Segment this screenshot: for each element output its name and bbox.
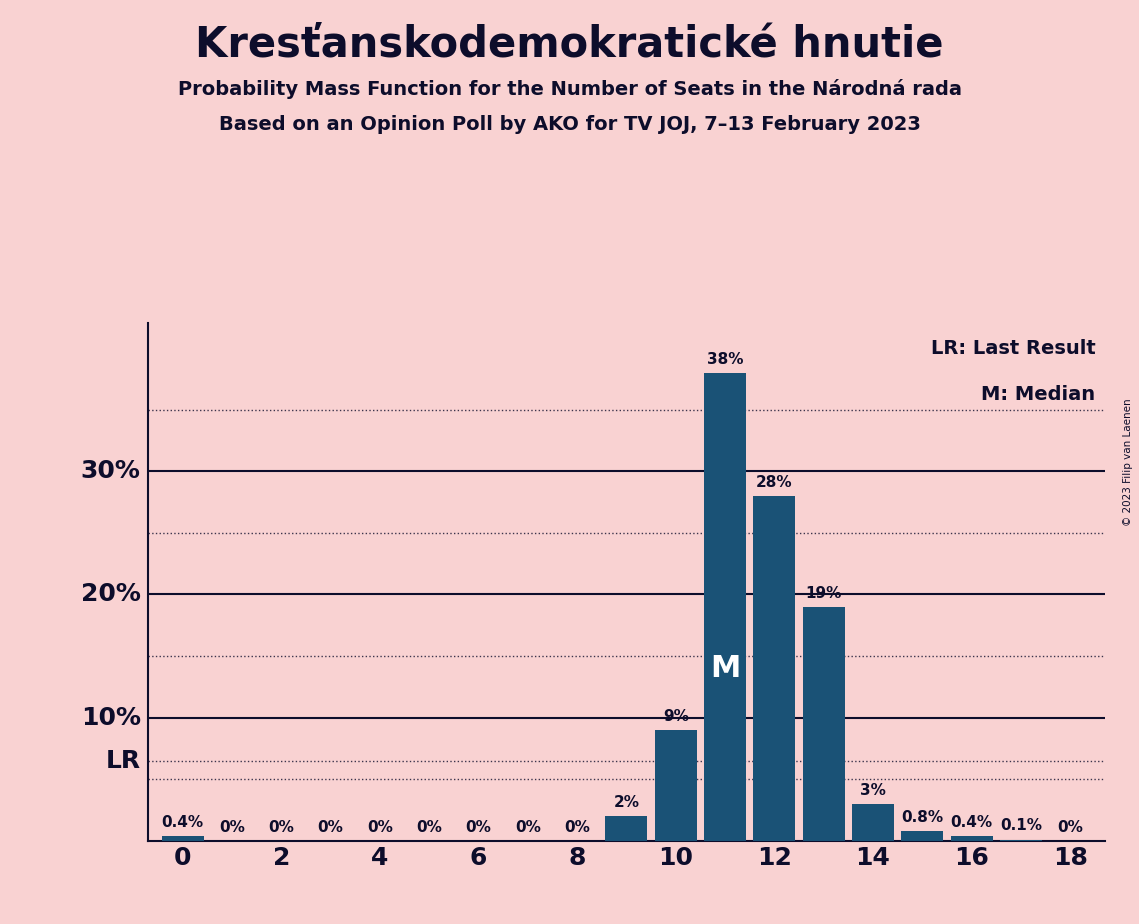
- Text: 0%: 0%: [1057, 820, 1083, 834]
- Text: 0.1%: 0.1%: [1000, 819, 1042, 833]
- Bar: [852, 804, 894, 841]
- Text: 9%: 9%: [663, 709, 689, 723]
- Text: 28%: 28%: [756, 475, 793, 490]
- Text: 0.4%: 0.4%: [951, 815, 993, 830]
- Text: LR: LR: [106, 748, 141, 772]
- Text: 20%: 20%: [81, 582, 141, 606]
- Bar: [951, 836, 992, 841]
- Bar: [162, 836, 204, 841]
- Bar: [704, 372, 746, 841]
- Bar: [753, 496, 795, 841]
- Text: Kresťanskodemokratické hnutie: Kresťanskodemokratické hnutie: [195, 23, 944, 65]
- Text: 0%: 0%: [318, 820, 344, 834]
- Text: 0%: 0%: [416, 820, 442, 834]
- Text: 30%: 30%: [81, 459, 141, 483]
- Text: 0.8%: 0.8%: [901, 809, 943, 825]
- Text: M: M: [710, 654, 740, 683]
- Text: 3%: 3%: [860, 783, 886, 797]
- Text: 2%: 2%: [614, 795, 639, 810]
- Text: 19%: 19%: [805, 586, 842, 601]
- Bar: [1000, 840, 1042, 841]
- Text: 38%: 38%: [707, 351, 744, 367]
- Text: 0%: 0%: [515, 820, 541, 834]
- Text: 0%: 0%: [219, 820, 245, 834]
- Text: Based on an Opinion Poll by AKO for TV JOJ, 7–13 February 2023: Based on an Opinion Poll by AKO for TV J…: [219, 116, 920, 135]
- Text: 0%: 0%: [564, 820, 590, 834]
- Text: 0%: 0%: [269, 820, 294, 834]
- Bar: [901, 831, 943, 841]
- Text: LR: Last Result: LR: Last Result: [931, 339, 1096, 358]
- Text: © 2023 Filip van Laenen: © 2023 Filip van Laenen: [1123, 398, 1133, 526]
- Bar: [803, 607, 845, 841]
- Bar: [655, 730, 697, 841]
- Text: Probability Mass Function for the Number of Seats in the Národná rada: Probability Mass Function for the Number…: [178, 79, 961, 99]
- Text: 0.4%: 0.4%: [162, 815, 204, 830]
- Text: 0%: 0%: [367, 820, 393, 834]
- Text: M: Median: M: Median: [981, 385, 1096, 405]
- Text: 10%: 10%: [81, 706, 141, 730]
- Text: 0%: 0%: [466, 820, 491, 834]
- Bar: [606, 816, 647, 841]
